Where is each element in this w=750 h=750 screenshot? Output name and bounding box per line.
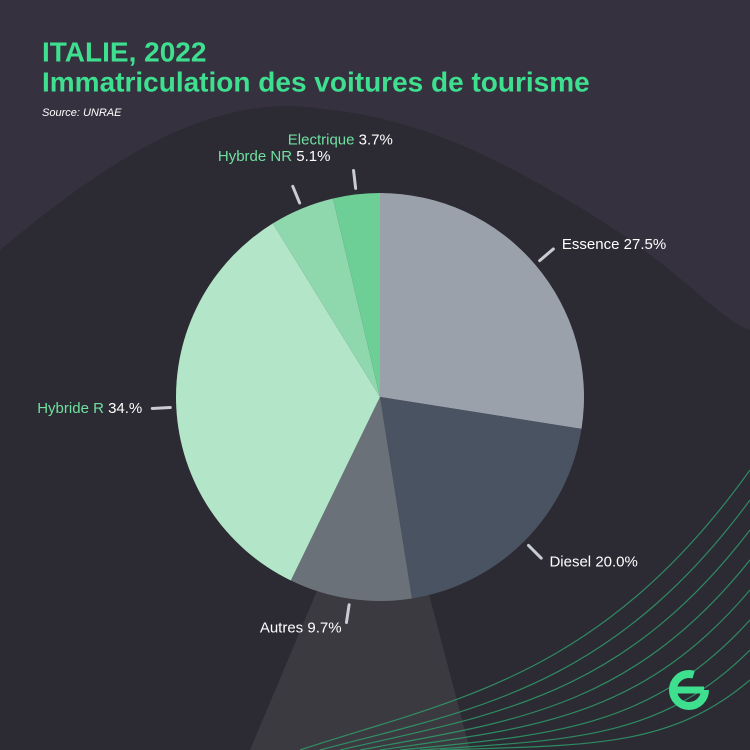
category-label: Diesel (549, 553, 591, 570)
leader-line (291, 184, 302, 205)
pie-slice (272, 198, 380, 397)
value-label: 9.7% (307, 619, 341, 636)
leader-line (344, 603, 351, 625)
value-label: 5.1% (296, 148, 330, 165)
value-label: 3.7% (359, 132, 393, 149)
data-label: Electrique 3.7% (288, 132, 393, 149)
leader-line (352, 169, 358, 190)
category-label: Electrique (288, 132, 355, 149)
category-label: Hybrde NR (218, 148, 292, 165)
leader-line (526, 543, 543, 560)
data-label: Hybrde NR 5.1% (218, 148, 331, 165)
data-label: Diesel 20.0% (549, 553, 637, 570)
value-label: 27.5% (624, 236, 667, 253)
pie-slice (175, 223, 380, 581)
chart-subtitle: Immatriculation des voitures de tourisme (42, 66, 590, 97)
category-label: Essence (562, 236, 620, 253)
value-label: 20.0% (595, 553, 638, 570)
leader-line (538, 247, 555, 263)
logo (669, 670, 709, 710)
leader-line (150, 406, 172, 410)
source: Source: UNRAE (42, 107, 122, 119)
chart-title: ITALIE, 2022 (42, 36, 206, 67)
data-label: Hybride R 34.% (37, 400, 142, 417)
pie-slice (380, 397, 582, 599)
pie-slice (380, 193, 584, 429)
value-label: 34.% (108, 400, 142, 417)
pie-slice (333, 193, 380, 397)
pie-slice (290, 397, 412, 601)
category-label: Autres (260, 619, 303, 636)
data-label: Essence 27.5% (562, 236, 666, 253)
decor-waves (299, 469, 750, 750)
category-label: Hybride R (37, 400, 104, 417)
data-label: Autres 9.7% (260, 619, 342, 636)
road (250, 560, 470, 750)
